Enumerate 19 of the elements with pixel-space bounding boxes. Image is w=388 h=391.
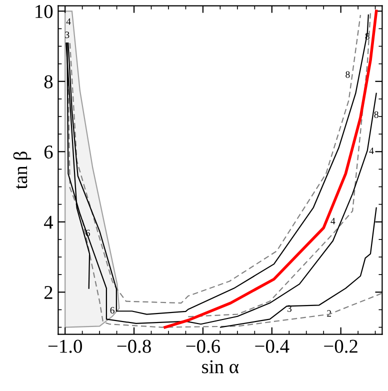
annotation: 4 (330, 218, 336, 224)
annotation: 4 (369, 148, 374, 154)
annotation: 8 (346, 71, 350, 78)
x-tick-label: −0.4 (255, 340, 290, 353)
y-tick-label: 8 (44, 75, 53, 88)
x-tick-label: −0.2 (324, 340, 358, 353)
x-axis-title: sin α (202, 360, 239, 374)
y-axis-title: tan β (13, 152, 32, 190)
y-tick-label: 10 (36, 4, 53, 18)
annotation: 3 (65, 32, 70, 38)
x-tick-label: −0.8 (117, 340, 151, 353)
y-tick-label: 6 (44, 146, 53, 159)
annotation: 4 (66, 18, 71, 25)
annotation: 6 (110, 307, 114, 314)
y-tick-label: 2 (44, 286, 52, 299)
x-tick-label: −1.0 (48, 340, 82, 353)
y-tick-label: 4 (44, 216, 54, 229)
x-tick-label: −0.6 (186, 340, 220, 353)
annotation: 8 (374, 111, 378, 118)
